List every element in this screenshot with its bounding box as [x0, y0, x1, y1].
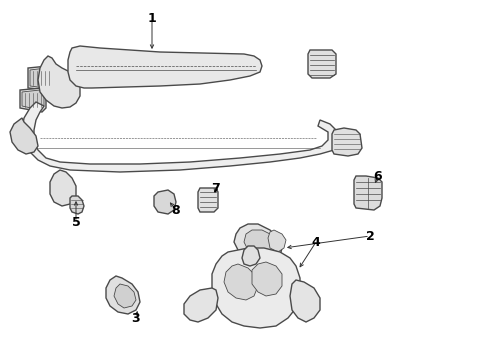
Polygon shape — [68, 46, 262, 88]
Text: 7: 7 — [211, 181, 220, 194]
Polygon shape — [22, 102, 339, 172]
Polygon shape — [38, 56, 80, 108]
Polygon shape — [106, 276, 140, 314]
Polygon shape — [10, 118, 38, 154]
Polygon shape — [212, 248, 299, 328]
Polygon shape — [307, 50, 335, 78]
Text: 1: 1 — [147, 12, 156, 24]
Polygon shape — [251, 262, 282, 296]
Circle shape — [156, 195, 170, 209]
Polygon shape — [70, 196, 84, 214]
Polygon shape — [244, 230, 273, 254]
Polygon shape — [234, 224, 282, 260]
Polygon shape — [224, 264, 258, 300]
Text: 5: 5 — [71, 216, 80, 229]
Polygon shape — [289, 280, 319, 322]
Polygon shape — [267, 230, 285, 252]
Text: 4: 4 — [311, 235, 320, 248]
Polygon shape — [198, 188, 218, 212]
Polygon shape — [183, 288, 218, 322]
Polygon shape — [50, 170, 76, 206]
Polygon shape — [30, 68, 50, 88]
Polygon shape — [242, 246, 260, 266]
Polygon shape — [114, 284, 136, 308]
Polygon shape — [28, 66, 52, 90]
Text: 6: 6 — [373, 170, 382, 183]
Polygon shape — [22, 90, 44, 110]
Text: 2: 2 — [365, 230, 374, 243]
Polygon shape — [353, 176, 381, 210]
Text: 8: 8 — [171, 203, 180, 216]
Polygon shape — [331, 128, 361, 156]
Text: 3: 3 — [131, 311, 140, 324]
Polygon shape — [154, 190, 176, 214]
Polygon shape — [20, 88, 46, 112]
